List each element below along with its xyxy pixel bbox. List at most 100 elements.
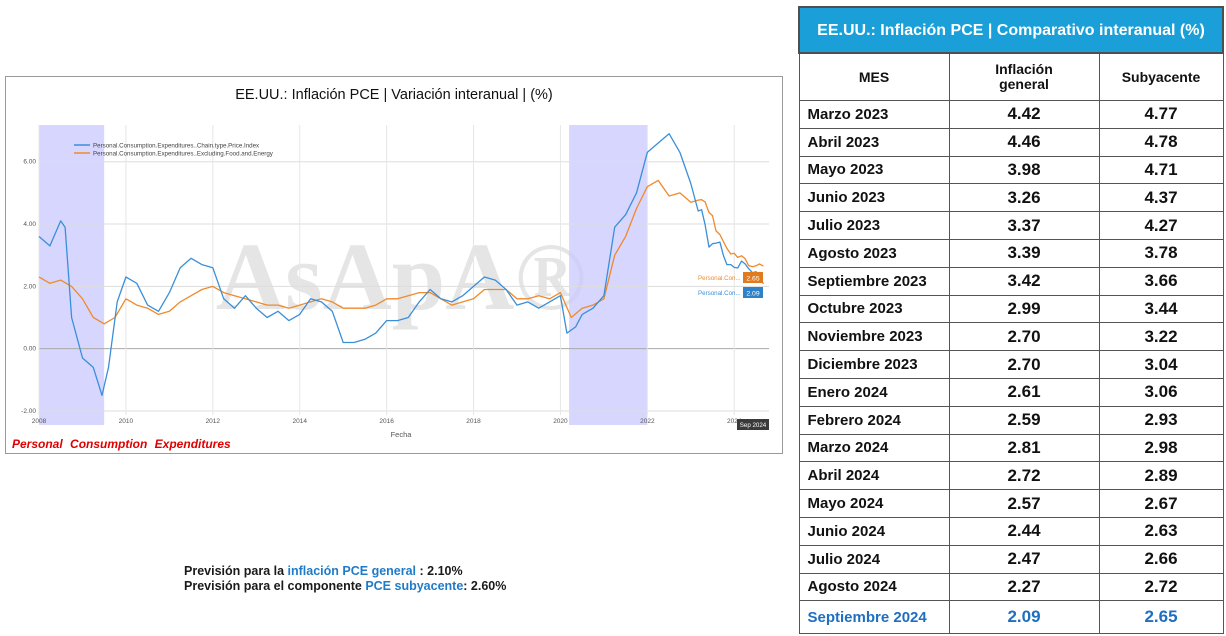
cell-month: Marzo 2024 — [798, 433, 950, 463]
cell-month: Agosto 2023 — [798, 238, 950, 268]
table-row: Mayo 2023 3.98 4.71 — [798, 155, 1224, 185]
y-tick-label: 4.00 — [23, 221, 36, 228]
cell-general: 3.42 — [948, 266, 1100, 296]
cell-core: 2.98 — [1098, 433, 1224, 463]
cell-core: 3.66 — [1098, 266, 1224, 296]
cell-general: 2.72 — [948, 461, 1100, 491]
cell-core: 3.44 — [1098, 294, 1224, 324]
cell-month: Julio 2024 — [798, 544, 950, 574]
table-row: Agosto 2024 2.27 2.72 — [798, 572, 1224, 602]
table-row: Mayo 2024 2.57 2.67 — [798, 489, 1224, 518]
cell-month: Julio 2023 — [798, 211, 950, 240]
cell-core: 4.27 — [1098, 211, 1224, 240]
cell-general: 2.70 — [948, 350, 1100, 379]
chart-caption: Personal Consumption Expenditures — [12, 437, 231, 451]
cell-general: 3.98 — [948, 155, 1100, 185]
x-tick-label: 2008 — [32, 418, 47, 425]
headline-end-name: Personal.Con... — [698, 290, 741, 297]
cell-month: Noviembre 2023 — [798, 322, 950, 352]
recession-band — [39, 125, 105, 425]
cell-general: 2.57 — [948, 489, 1100, 518]
cell-month: Septiembre 2024 — [798, 600, 950, 635]
y-tick-label: -2.00 — [21, 408, 36, 415]
header-core: Subyacente — [1098, 52, 1224, 101]
cell-general: 2.99 — [948, 294, 1100, 324]
cell-month: Febrero 2024 — [798, 405, 950, 435]
end-labels: Personal.Con... 2.65 Personal.Con... 2.0… — [698, 272, 769, 430]
cell-core: 4.78 — [1098, 127, 1224, 157]
y-tick-label: 2.00 — [23, 283, 36, 290]
table-row: Marzo 2023 4.42 4.77 — [798, 100, 1224, 129]
comparison-table-panel: EE.UU.: Inflación PCE | Comparativo inte… — [798, 6, 1224, 635]
comparison-table: EE.UU.: Inflación PCE | Comparativo inte… — [798, 6, 1224, 635]
cell-core: 4.37 — [1098, 183, 1224, 213]
table-row: Agosto 2023 3.39 3.78 — [798, 238, 1224, 268]
cell-general: 3.37 — [948, 211, 1100, 240]
cell-general: 2.44 — [948, 516, 1100, 546]
cell-core: 2.89 — [1098, 461, 1224, 491]
table-row: Diciembre 2023 2.70 3.04 — [798, 350, 1224, 379]
cell-month: Septiembre 2023 — [798, 266, 950, 296]
chart-legend: Personal.Consumption.Expenditures..Chain… — [74, 143, 274, 158]
cell-core: 3.22 — [1098, 322, 1224, 352]
table-row: Abril 2024 2.72 2.89 — [798, 461, 1224, 491]
cell-core: 3.06 — [1098, 377, 1224, 407]
cell-month: Mayo 2023 — [798, 155, 950, 185]
cell-general: 4.46 — [948, 127, 1100, 157]
cell-general: 2.81 — [948, 433, 1100, 463]
cell-general: 2.27 — [948, 572, 1100, 602]
cell-month: Octubre 2023 — [798, 294, 950, 324]
cell-month: Abril 2023 — [798, 127, 950, 157]
core-end-name: Personal.Con... — [698, 275, 741, 282]
forecast-core: Previsión para el componente PCE subyace… — [184, 579, 507, 593]
core-end-value: 2.65 — [746, 276, 759, 283]
core-series-line — [38, 179, 764, 325]
x-tick-label: 2016 — [379, 418, 394, 425]
cell-month: Junio 2024 — [798, 516, 950, 546]
table-row: Julio 2023 3.37 4.27 — [798, 211, 1224, 240]
cell-core: 4.71 — [1098, 155, 1224, 185]
table-row: Junio 2023 3.26 4.37 — [798, 183, 1224, 213]
x-tick-label: 2022 — [640, 418, 655, 425]
cell-general: 2.61 — [948, 377, 1100, 407]
table-title: EE.UU.: Inflación PCE | Comparativo inte… — [798, 6, 1224, 54]
cell-general: 3.39 — [948, 238, 1100, 268]
cell-general: 2.47 — [948, 544, 1100, 574]
cell-core: 2.63 — [1098, 516, 1224, 546]
cell-month: Junio 2023 — [798, 183, 950, 213]
cell-core: 2.72 — [1098, 572, 1224, 602]
forecast-general: Previsión para la inflación PCE general … — [184, 564, 463, 578]
x-tick-label: 2020 — [553, 418, 568, 425]
headline-end-value: 2.09 — [746, 291, 759, 298]
date-end-label: Sep 2024 — [740, 422, 767, 429]
x-tick-label: 2014 — [292, 418, 307, 425]
cell-core: 2.65 — [1098, 600, 1224, 635]
legend-core: Personal.Consumption.Expenditures..Exclu… — [93, 151, 274, 158]
x-tick-label: 2012 — [206, 418, 221, 425]
chart-title: EE.UU.: Inflación PCE | Variación intera… — [235, 87, 553, 103]
table-row: Septiembre 2024 2.09 2.65 — [798, 600, 1224, 635]
cell-month: Mayo 2024 — [798, 489, 950, 518]
recession-band — [569, 125, 648, 425]
x-tick-label: 2010 — [119, 418, 134, 425]
cell-month: Agosto 2024 — [798, 572, 950, 602]
cell-core: 3.78 — [1098, 238, 1224, 268]
header-general: Inflación general — [948, 52, 1100, 101]
watermark: AsApA® — [216, 223, 586, 330]
cell-month: Abril 2024 — [798, 461, 950, 491]
table-row: Abril 2023 4.46 4.78 — [798, 127, 1224, 157]
y-tick-label: 0.00 — [23, 346, 36, 353]
table-row: Marzo 2024 2.81 2.98 — [798, 433, 1224, 463]
cell-core: 4.77 — [1098, 100, 1224, 129]
cell-general: 2.70 — [948, 322, 1100, 352]
table-row: Julio 2024 2.47 2.66 — [798, 544, 1224, 574]
table-row: Septiembre 2023 3.42 3.66 — [798, 266, 1224, 296]
forecast-note: Previsión para la inflación PCE general … — [184, 564, 506, 594]
y-tick-label: 6.00 — [23, 159, 36, 166]
cell-general: 4.42 — [948, 100, 1100, 129]
cell-general: 2.09 — [948, 600, 1100, 635]
table-row: Enero 2024 2.61 3.06 — [798, 377, 1224, 407]
cell-core: 2.67 — [1098, 489, 1224, 518]
table-row: Junio 2024 2.44 2.63 — [798, 516, 1224, 546]
cell-month: Enero 2024 — [798, 377, 950, 407]
